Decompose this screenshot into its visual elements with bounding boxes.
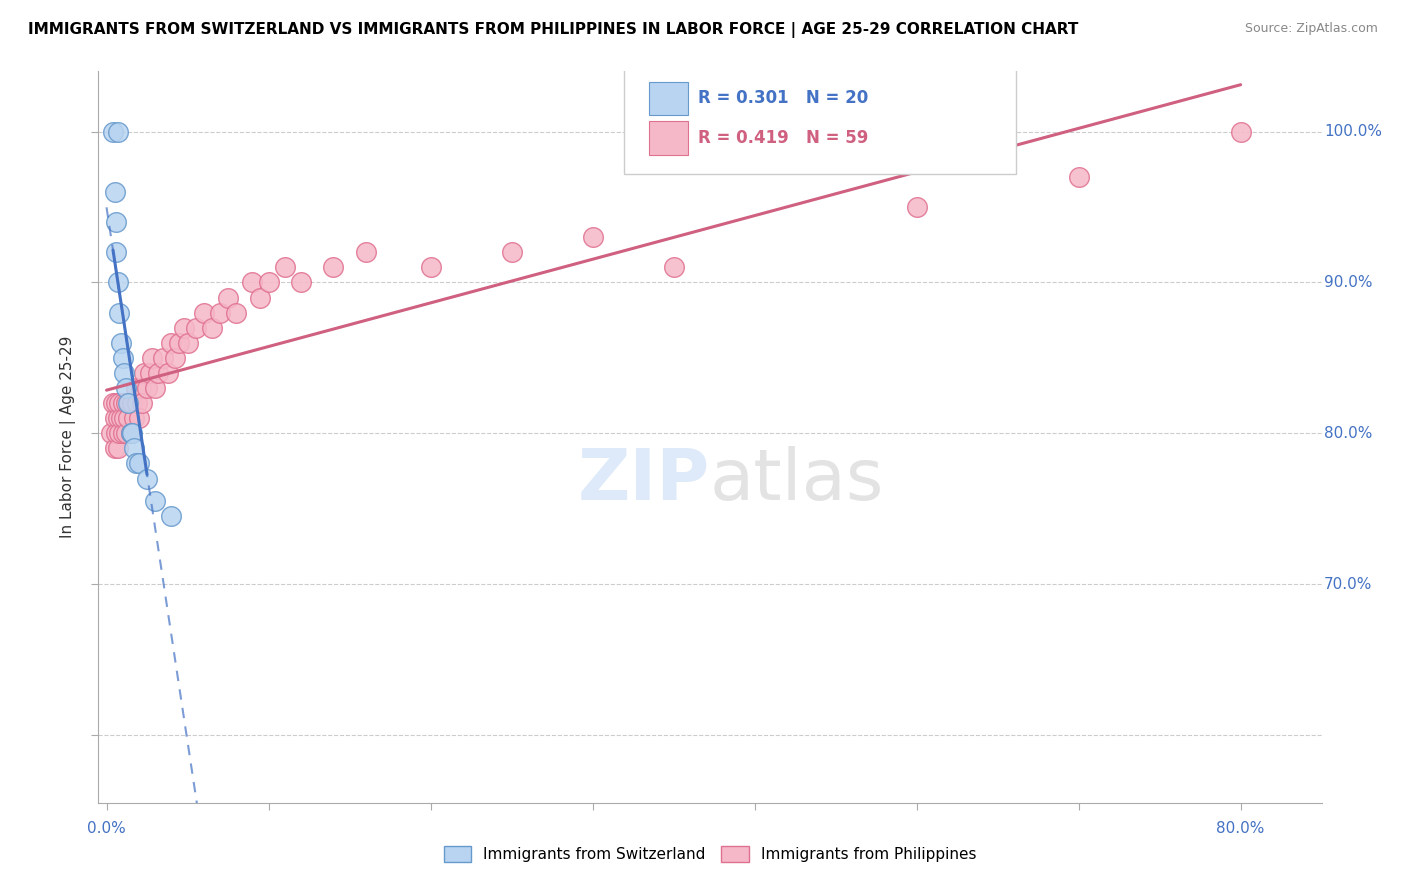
Point [122, 411, 145, 425]
Point [125, 381, 148, 395]
Point [122, 442, 145, 456]
Point [240, 276, 263, 290]
Point [201, 320, 224, 334]
Point [905, 200, 928, 214]
Point [104, 185, 127, 199]
Point [108, 396, 131, 410]
FancyBboxPatch shape [648, 81, 688, 115]
Point [115, 426, 138, 441]
Point [152, 351, 174, 365]
Point [208, 306, 231, 320]
Point [120, 426, 142, 441]
Point [157, 366, 180, 380]
Point [117, 396, 139, 410]
Point [136, 381, 159, 395]
Text: 100.0%: 100.0% [1324, 124, 1382, 139]
Point [128, 457, 150, 471]
Text: 80.0%: 80.0% [1324, 425, 1372, 441]
Point [143, 494, 166, 508]
Text: ZIP: ZIP [578, 447, 710, 516]
FancyBboxPatch shape [624, 64, 1015, 174]
Point [169, 335, 191, 350]
Point [193, 306, 215, 320]
Point [141, 351, 163, 365]
Text: Source: ZipAtlas.com: Source: ZipAtlas.com [1244, 22, 1378, 36]
Point [115, 381, 138, 395]
Text: R = 0.301   N = 20: R = 0.301 N = 20 [697, 89, 868, 107]
Text: 80.0%: 80.0% [1216, 821, 1265, 836]
Point [125, 457, 148, 471]
Point [128, 411, 150, 425]
Point [111, 351, 134, 365]
Point [107, 411, 129, 425]
Point [274, 260, 297, 275]
Point [111, 426, 134, 441]
Text: atlas: atlas [710, 447, 884, 516]
Point [108, 426, 131, 441]
Point [257, 276, 280, 290]
Point [121, 396, 143, 410]
Point [107, 125, 129, 139]
Point [111, 396, 134, 410]
Point [1229, 125, 1251, 139]
Point [501, 245, 523, 260]
Point [419, 260, 441, 275]
Point [249, 291, 271, 305]
Point [132, 366, 155, 380]
Point [110, 335, 132, 350]
Point [148, 366, 170, 380]
Point [118, 396, 141, 410]
Point [160, 509, 183, 524]
Point [120, 426, 142, 441]
Point [115, 396, 138, 410]
FancyBboxPatch shape [648, 121, 688, 154]
Point [105, 215, 128, 229]
Point [662, 260, 685, 275]
Point [143, 381, 166, 395]
Point [107, 276, 129, 290]
Point [101, 125, 124, 139]
Point [139, 366, 162, 380]
Point [117, 411, 139, 425]
Point [112, 411, 135, 425]
Point [112, 366, 135, 380]
Point [354, 245, 377, 260]
Point [121, 426, 143, 441]
Point [127, 396, 149, 410]
Point [581, 230, 603, 244]
Point [176, 335, 198, 350]
Text: 70.0%: 70.0% [1324, 576, 1372, 591]
Text: R = 0.419   N = 59: R = 0.419 N = 59 [697, 129, 868, 147]
Point [129, 381, 152, 395]
Point [1067, 169, 1090, 184]
Point [110, 411, 132, 425]
Point [105, 245, 128, 260]
Text: 0.0%: 0.0% [87, 821, 127, 836]
Point [101, 396, 124, 410]
Text: 90.0%: 90.0% [1324, 275, 1372, 290]
Point [173, 320, 195, 334]
Point [104, 442, 127, 456]
Point [105, 396, 128, 410]
Point [322, 260, 344, 275]
Y-axis label: In Labor Force | Age 25-29: In Labor Force | Age 25-29 [59, 336, 76, 538]
Point [136, 471, 159, 485]
Legend: Immigrants from Switzerland, Immigrants from Philippines: Immigrants from Switzerland, Immigrants … [437, 839, 983, 868]
Point [184, 320, 207, 334]
Point [131, 396, 153, 410]
Point [163, 351, 186, 365]
Point [217, 291, 239, 305]
Point [225, 306, 247, 320]
Point [104, 411, 127, 425]
Point [108, 306, 131, 320]
Point [100, 426, 122, 441]
Point [105, 426, 128, 441]
Text: IMMIGRANTS FROM SWITZERLAND VS IMMIGRANTS FROM PHILIPPINES IN LABOR FORCE | AGE : IMMIGRANTS FROM SWITZERLAND VS IMMIGRANT… [28, 22, 1078, 38]
Point [107, 442, 129, 456]
Point [160, 335, 183, 350]
Point [290, 276, 312, 290]
